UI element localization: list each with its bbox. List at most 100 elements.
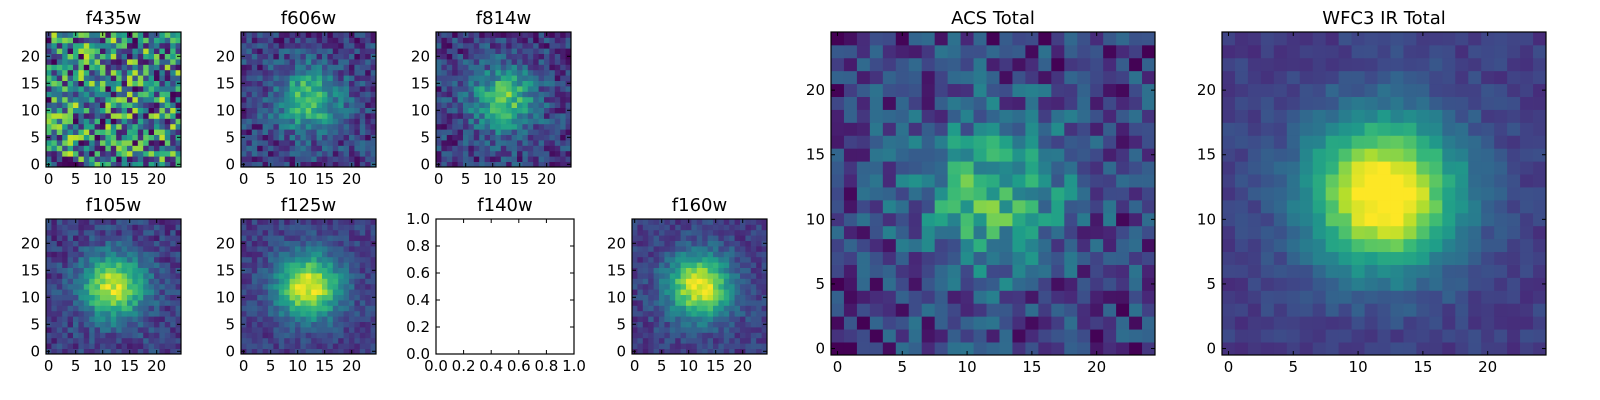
heatmap-cell <box>349 316 355 322</box>
heatmap-cell <box>1077 264 1091 278</box>
heatmap-cell <box>1222 342 1236 356</box>
heatmap-cell <box>511 129 518 135</box>
heatmap-cell <box>831 251 845 265</box>
heatmap-cell <box>664 224 671 231</box>
heatmap-cell <box>300 96 307 103</box>
heatmap-cell <box>1038 148 1052 162</box>
heatmap-cell <box>452 80 458 87</box>
heatmap-cell <box>500 123 507 130</box>
heatmap-cell <box>89 343 95 349</box>
heatmap-cell <box>468 37 475 44</box>
heatmap-cell <box>278 278 285 285</box>
heatmap-cell <box>78 332 85 339</box>
heatmap-cell <box>273 140 280 146</box>
heatmap-cell <box>1468 225 1482 240</box>
heatmap-cell <box>495 59 502 65</box>
heatmap-cell <box>675 316 681 322</box>
heatmap-cell <box>132 123 139 130</box>
heatmap-cell <box>756 337 762 344</box>
heatmap-cell <box>696 240 703 247</box>
heatmap-cell <box>745 294 752 301</box>
heatmap-cell <box>132 80 139 87</box>
y-tick-label: 0 <box>225 155 235 173</box>
heatmap-cell <box>56 229 63 236</box>
heatmap-cell <box>105 123 112 130</box>
heatmap-cell <box>1129 290 1143 304</box>
heatmap-cell <box>441 96 448 103</box>
heatmap-cell <box>332 129 339 135</box>
heatmap-cell <box>110 48 117 54</box>
heatmap-cell <box>632 251 638 258</box>
heatmap-cell <box>300 262 307 268</box>
heatmap-cell <box>322 145 328 152</box>
heatmap-cell <box>164 262 171 268</box>
heatmap-cell <box>295 37 301 44</box>
heatmap-cell <box>251 123 258 130</box>
heatmap-cell <box>246 343 253 349</box>
heatmap-cell <box>468 75 475 81</box>
heatmap-cell <box>729 337 735 344</box>
heatmap-cell <box>343 113 350 119</box>
heatmap-cell <box>89 289 95 295</box>
heatmap-cell <box>343 91 350 98</box>
y-tick-label: 0.4 <box>406 291 430 309</box>
heatmap-cell <box>517 134 523 141</box>
heatmap-cell <box>457 53 464 60</box>
heatmap-cell <box>116 294 122 301</box>
heatmap-cell <box>740 251 746 258</box>
heatmap-cell <box>164 161 171 168</box>
heatmap-cell <box>73 246 79 252</box>
heatmap-cell <box>565 59 572 65</box>
heatmap-cell <box>148 273 155 279</box>
heatmap-cell <box>327 348 334 355</box>
heatmap-cell <box>300 300 307 306</box>
heatmap-cell <box>127 150 133 157</box>
heatmap-cell <box>284 251 290 258</box>
heatmap-cell <box>653 310 660 317</box>
heatmap-cell <box>241 246 247 252</box>
heatmap-cell <box>327 219 334 225</box>
heatmap-cell <box>947 96 961 110</box>
heatmap-cell <box>675 348 681 355</box>
heatmap-cell <box>1038 251 1052 265</box>
heatmap-cell <box>947 277 961 291</box>
heatmap-cell <box>354 294 361 301</box>
heatmap-cell <box>544 53 550 60</box>
heatmap-cell <box>121 294 128 301</box>
heatmap-cell <box>273 150 280 157</box>
heatmap-cell <box>100 102 106 108</box>
heatmap-cell <box>257 256 263 263</box>
heatmap-cell <box>365 42 371 49</box>
heatmap-cell <box>73 75 79 81</box>
heatmap-cell <box>251 75 258 81</box>
heatmap-cell <box>495 113 502 119</box>
heatmap-cell <box>702 316 708 322</box>
heatmap-cell <box>164 96 171 103</box>
heatmap-cell <box>1273 342 1288 356</box>
heatmap-cell <box>175 283 182 290</box>
heatmap-cell <box>354 327 361 333</box>
heatmap-cell <box>241 48 247 54</box>
heatmap-cell <box>132 113 139 119</box>
heatmap-cell <box>305 224 312 231</box>
heatmap-cell <box>338 96 344 103</box>
heatmap-cell <box>305 235 312 241</box>
heatmap-cell <box>1025 174 1039 188</box>
heatmap-cell <box>1077 212 1091 227</box>
heatmap-cell <box>159 123 166 130</box>
heatmap-cell <box>934 122 949 136</box>
heatmap-cell <box>289 219 296 225</box>
heatmap-cell <box>354 113 361 119</box>
heatmap-cell <box>154 262 160 268</box>
heatmap-cell <box>46 42 52 49</box>
heatmap-cell <box>94 289 101 295</box>
heatmap-cell <box>278 145 285 152</box>
heatmap-cell <box>1103 70 1117 85</box>
heatmap-cell <box>934 174 949 188</box>
heatmap-cell <box>490 53 496 60</box>
heatmap-cell <box>831 96 845 110</box>
heatmap-cell <box>986 161 1000 175</box>
heatmap-cell <box>370 145 377 152</box>
heatmap-cell <box>756 300 762 306</box>
